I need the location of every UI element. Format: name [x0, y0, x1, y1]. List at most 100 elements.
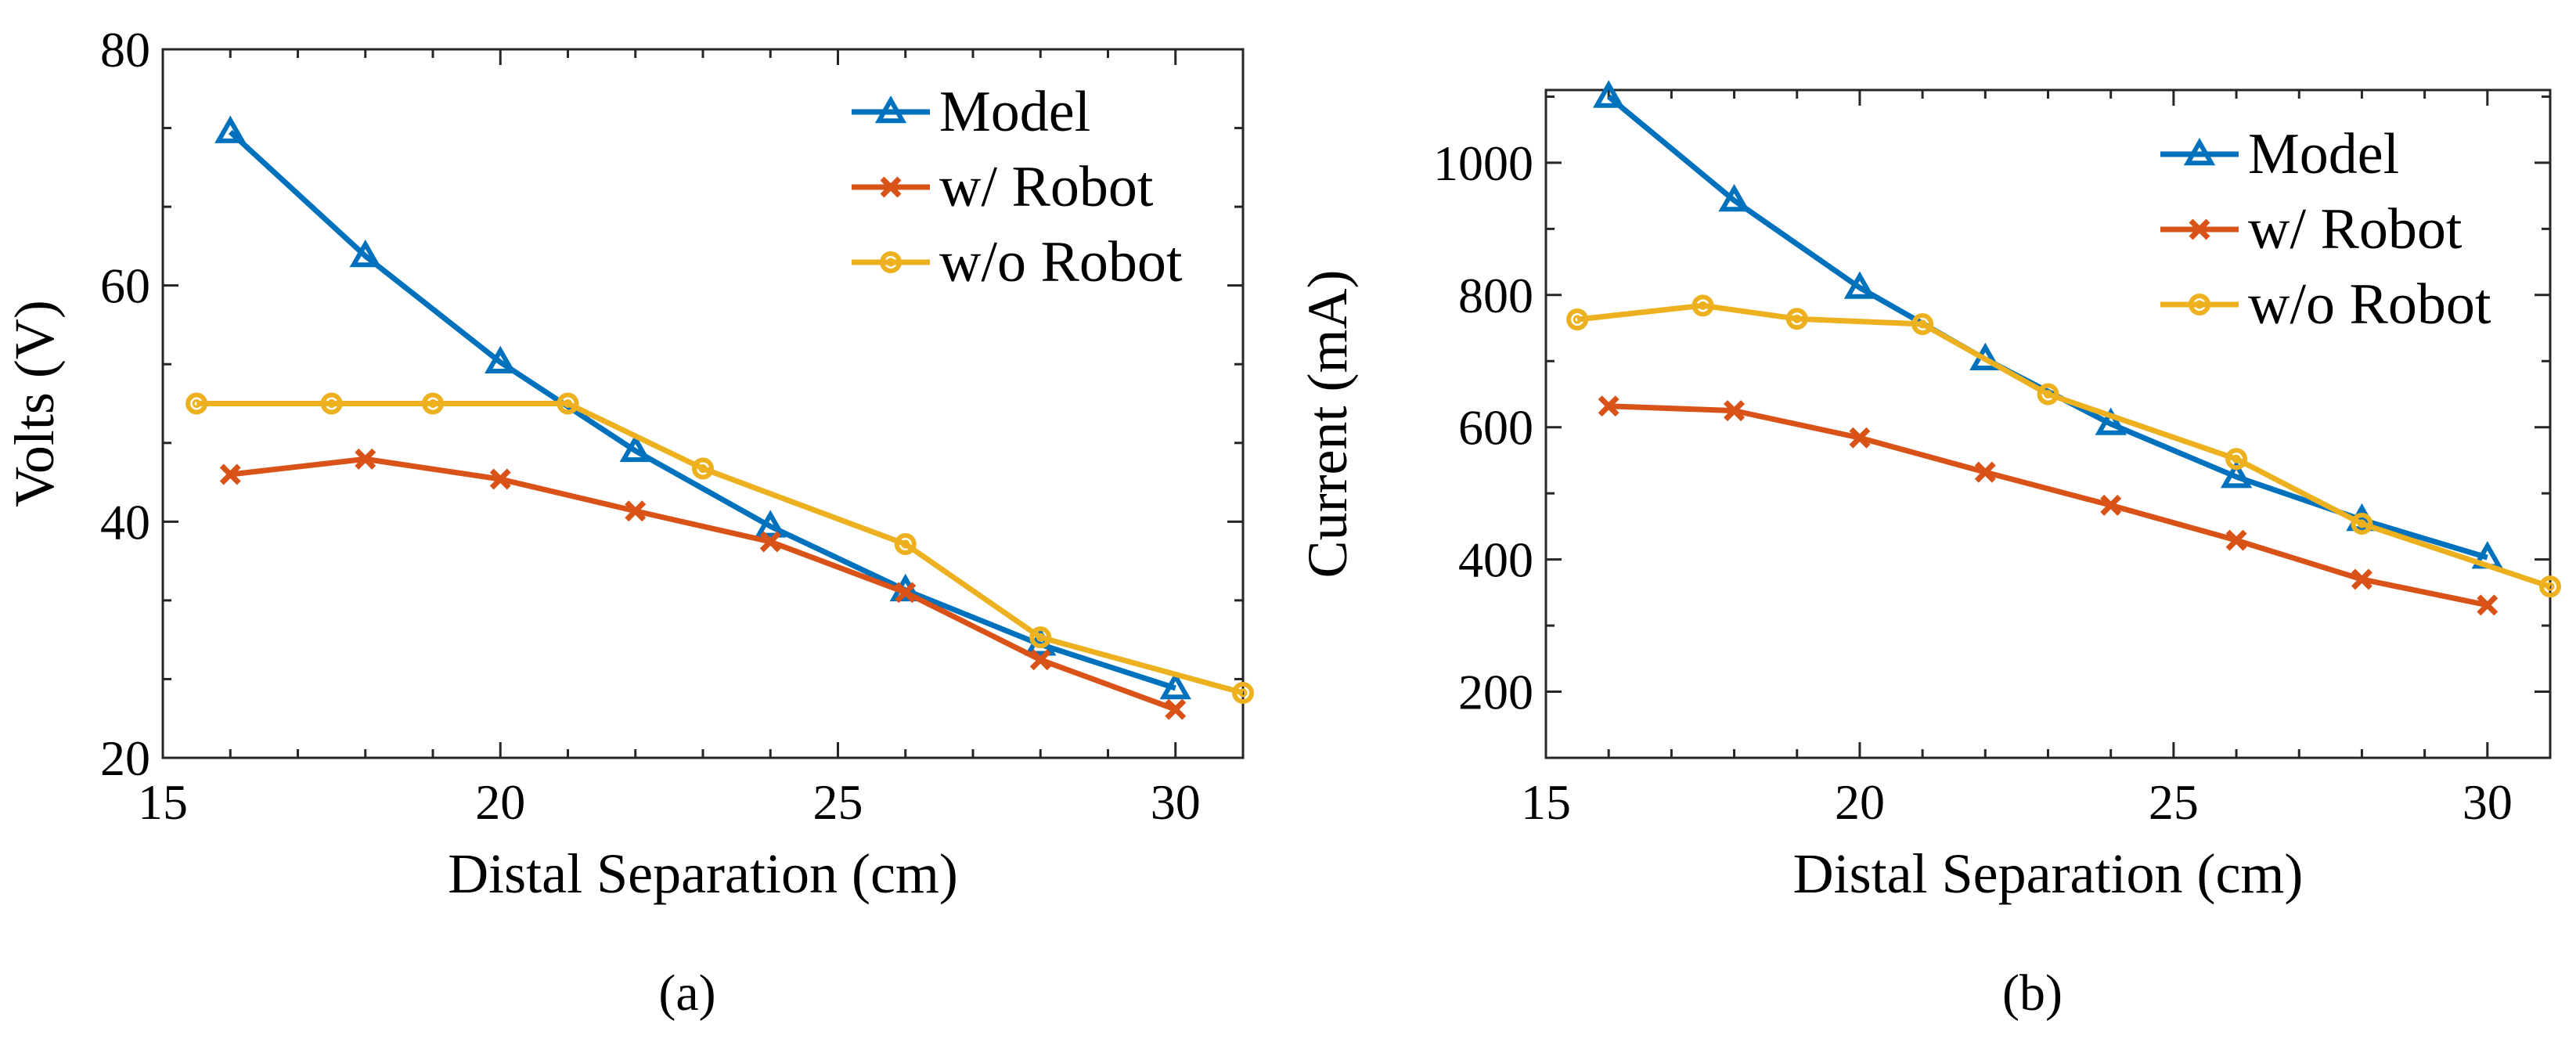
data-point-w-o-robot [1692, 294, 1714, 317]
data-point-model [349, 239, 381, 268]
series-line-w-o-robot [196, 401, 1244, 696]
data-point-w-o-robot [2539, 575, 2561, 598]
legend-label-model: Model [939, 80, 1090, 144]
y-tick-label: 800 [1458, 268, 1533, 323]
data-point-w-o-robot-inner [1918, 319, 1927, 329]
data-point-w-o-robot-inner [2545, 582, 2555, 591]
data-point-w-o-robot [557, 392, 579, 415]
data-point-w-o-robot-inner [1792, 314, 1802, 323]
legend-label-w-o-robot: w/o Robot [939, 230, 1183, 294]
data-point-w-o-robot-inner [564, 399, 572, 408]
series-line-w-robot [1609, 403, 2488, 608]
data-point-w-robot [625, 500, 647, 522]
legend-label-w-o-robot: w/o Robot [2248, 272, 2491, 337]
legend-marker-model [874, 95, 907, 124]
data-point-w-o-robot [2037, 383, 2059, 406]
data-point-w-o-robot-inner [327, 399, 337, 408]
data-point-w-robot [2100, 494, 2122, 516]
data-point-w-robot [355, 448, 376, 470]
chart-panel-b: 15 20 25 30 200 400 600 800 1000 Distal Separatio… [1296, 80, 2561, 1022]
data-point-w-robot [759, 531, 781, 553]
series-w-o-robot [1566, 294, 2561, 598]
x-tick-label: 30 [2463, 774, 2513, 830]
y-axis-title: Current (mA) [1296, 270, 1359, 579]
data-point-w-robot [1724, 400, 1746, 422]
legend-marker-w-o-robot-inner [886, 258, 895, 267]
y-tick-label: 200 [1458, 665, 1533, 720]
data-point-model [619, 434, 651, 463]
data-point-w-o-robot [894, 532, 917, 555]
data-point-w-robot [895, 582, 917, 604]
data-point-w-o-robot-inner [2232, 454, 2241, 463]
legend-marker-w-o-robot-inner [2195, 300, 2204, 309]
data-point-model [1718, 183, 1750, 212]
data-point-w-robot [489, 468, 511, 490]
series-w-robot [1598, 395, 2499, 616]
data-point-w-o-robot [320, 392, 343, 415]
series-line-w-robot [229, 456, 1176, 712]
legend-marker-w-robot [880, 176, 902, 198]
data-point-w-robot [1974, 461, 1996, 483]
data-point-w-robot [2225, 529, 2247, 551]
x-tick-label: 25 [813, 774, 863, 830]
series-line-model [228, 130, 1176, 691]
legend-marker-model [2183, 137, 2216, 166]
data-point-w-robot [1165, 698, 1187, 720]
x-axis-title: Distal Separation (cm) [1793, 842, 2304, 905]
x-tick-label: 20 [475, 774, 525, 830]
panel-label: (a) [658, 964, 715, 1022]
data-point-w-o-robot [422, 392, 444, 415]
panel-label: (b) [2002, 964, 2063, 1022]
legend-marker-w-o-robot [2189, 294, 2210, 315]
x-tick-label: 15 [138, 774, 188, 830]
y-tick-label: 20 [100, 730, 150, 786]
data-point-w-o-robot-inner [192, 399, 201, 408]
data-point-w-o-robot-inner [1036, 633, 1045, 642]
legend-label-w-robot: w/ Robot [2248, 197, 2463, 261]
data-point-model [2095, 407, 2127, 435]
data-point-w-robot [1849, 427, 1871, 449]
data-point-w-robot [2477, 594, 2499, 616]
legend-label-model: Model [2248, 122, 2399, 186]
data-point-model [214, 115, 247, 143]
data-point-w-robot [1029, 649, 1051, 671]
data-point-model [1843, 271, 1876, 299]
y-tick-label: 400 [1458, 532, 1533, 588]
data-point-model [2220, 460, 2253, 489]
data-point-w-o-robot-inner [1238, 688, 1248, 698]
data-point-model [755, 510, 787, 538]
y-tick-label: 1000 [1433, 135, 1533, 191]
plot-area [1544, 88, 2552, 759]
y-axis-title: Volts (V) [3, 300, 66, 507]
data-point-w-o-robot-inner [1698, 301, 1707, 310]
data-point-w-o-robot-inner [2044, 389, 2052, 398]
data-point-w-o-robot [2225, 448, 2248, 471]
x-axis-title: Distal Separation (cm) [448, 842, 958, 905]
data-point-w-o-robot [692, 457, 714, 480]
x-tick-label: 15 [1521, 774, 1571, 830]
data-point-w-robot [2351, 568, 2372, 590]
data-point-w-robot [219, 463, 241, 485]
data-point-w-o-robot [1029, 626, 1052, 649]
data-point-w-o-robot [2351, 513, 2373, 535]
y-tick-label: 80 [100, 22, 150, 78]
legend: Model w/ Robot w/o Robot [2160, 122, 2491, 337]
legend-label-w-robot: w/ Robot [939, 155, 1154, 219]
data-point-w-o-robot-inner [428, 399, 438, 408]
data-point-w-o-robot-inner [1573, 315, 1582, 324]
series-w-robot [219, 448, 1187, 720]
x-tick-label: 30 [1151, 774, 1201, 830]
y-tick-label: 40 [100, 494, 150, 550]
data-point-w-o-robot [1566, 308, 1589, 331]
data-point-model [1593, 80, 1625, 108]
x-tick-label: 20 [1835, 774, 1885, 830]
data-point-w-o-robot [1911, 312, 1934, 335]
legend-marker-w-o-robot [880, 251, 902, 273]
data-point-w-o-robot-inner [698, 463, 708, 473]
data-point-w-o-robot [1232, 682, 1254, 705]
data-point-w-o-robot-inner [901, 539, 910, 549]
legend-marker-w-robot [2189, 218, 2210, 240]
series-line-w-o-robot [1576, 302, 2552, 590]
